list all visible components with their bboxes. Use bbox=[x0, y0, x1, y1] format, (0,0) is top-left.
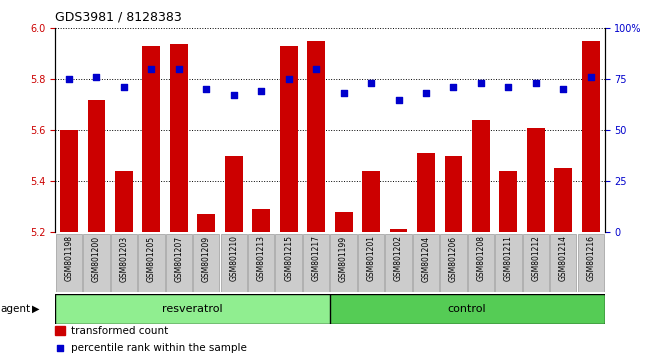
Point bbox=[558, 87, 569, 92]
Bar bbox=[170, 44, 188, 232]
Bar bbox=[111, 234, 137, 292]
Point bbox=[586, 74, 596, 80]
Text: GSM801202: GSM801202 bbox=[394, 235, 403, 281]
Text: GSM801199: GSM801199 bbox=[339, 235, 348, 281]
Text: GSM801212: GSM801212 bbox=[531, 235, 540, 281]
Bar bbox=[303, 234, 330, 292]
Bar bbox=[88, 99, 105, 232]
Bar bbox=[55, 326, 65, 335]
Bar bbox=[220, 234, 247, 292]
Bar bbox=[468, 234, 494, 292]
Point bbox=[174, 66, 184, 72]
Point bbox=[283, 76, 294, 82]
Text: GDS3981 / 8128383: GDS3981 / 8128383 bbox=[55, 11, 182, 24]
Text: GSM801210: GSM801210 bbox=[229, 235, 239, 281]
Bar bbox=[193, 234, 220, 292]
Text: GSM801204: GSM801204 bbox=[421, 235, 430, 281]
Bar bbox=[495, 234, 521, 292]
Text: resveratrol: resveratrol bbox=[162, 304, 223, 314]
Point bbox=[393, 97, 404, 102]
Bar bbox=[330, 294, 604, 324]
Bar bbox=[55, 294, 330, 324]
Point bbox=[64, 76, 74, 82]
Bar bbox=[198, 214, 215, 232]
Bar bbox=[527, 127, 545, 232]
Text: transformed count: transformed count bbox=[71, 326, 168, 336]
Bar bbox=[358, 234, 384, 292]
Bar bbox=[389, 229, 408, 232]
Bar bbox=[166, 234, 192, 292]
Point bbox=[421, 91, 431, 96]
Bar bbox=[307, 41, 325, 232]
Text: GSM801216: GSM801216 bbox=[586, 235, 595, 281]
Bar bbox=[362, 171, 380, 232]
Bar bbox=[499, 171, 517, 232]
Bar bbox=[280, 46, 298, 232]
Bar bbox=[335, 212, 352, 232]
Bar bbox=[440, 234, 467, 292]
Point bbox=[503, 85, 514, 90]
Text: GSM801207: GSM801207 bbox=[174, 235, 183, 281]
Text: GSM801213: GSM801213 bbox=[257, 235, 266, 281]
Text: GSM801205: GSM801205 bbox=[147, 235, 156, 281]
Text: ▶: ▶ bbox=[32, 304, 40, 314]
Bar bbox=[523, 234, 549, 292]
Text: control: control bbox=[448, 304, 486, 314]
Point bbox=[311, 66, 321, 72]
Point bbox=[146, 66, 157, 72]
Bar bbox=[83, 234, 110, 292]
Bar bbox=[578, 234, 604, 292]
Bar bbox=[385, 234, 411, 292]
Text: agent: agent bbox=[1, 304, 31, 314]
Text: GSM801206: GSM801206 bbox=[449, 235, 458, 281]
Text: GSM801217: GSM801217 bbox=[311, 235, 320, 281]
Text: GSM801211: GSM801211 bbox=[504, 235, 513, 281]
Bar bbox=[252, 209, 270, 232]
Text: GSM801203: GSM801203 bbox=[120, 235, 129, 281]
Bar bbox=[413, 234, 439, 292]
Point bbox=[119, 85, 129, 90]
Point bbox=[370, 264, 380, 270]
Text: GSM801215: GSM801215 bbox=[284, 235, 293, 281]
Text: GSM801209: GSM801209 bbox=[202, 235, 211, 281]
Bar bbox=[56, 234, 82, 292]
Point bbox=[256, 88, 266, 94]
Bar bbox=[550, 234, 577, 292]
Text: percentile rank within the sample: percentile rank within the sample bbox=[71, 343, 246, 353]
Bar bbox=[248, 234, 274, 292]
Text: GSM801214: GSM801214 bbox=[559, 235, 568, 281]
Bar bbox=[417, 153, 435, 232]
Bar bbox=[276, 234, 302, 292]
Bar bbox=[142, 46, 161, 232]
Bar bbox=[472, 120, 490, 232]
Point bbox=[339, 91, 349, 96]
Bar bbox=[330, 234, 357, 292]
Bar bbox=[582, 41, 600, 232]
Text: GSM801201: GSM801201 bbox=[367, 235, 376, 281]
Point bbox=[91, 74, 101, 80]
Text: GSM801208: GSM801208 bbox=[476, 235, 486, 281]
Point bbox=[366, 80, 376, 86]
Point bbox=[476, 80, 486, 86]
Point bbox=[229, 93, 239, 98]
Bar bbox=[60, 130, 78, 232]
Bar bbox=[554, 168, 572, 232]
Point bbox=[530, 80, 541, 86]
Bar bbox=[138, 234, 164, 292]
Point bbox=[448, 85, 459, 90]
Bar bbox=[445, 155, 462, 232]
Text: GSM801198: GSM801198 bbox=[64, 235, 73, 281]
Text: GSM801200: GSM801200 bbox=[92, 235, 101, 281]
Point bbox=[201, 87, 211, 92]
Bar bbox=[225, 155, 242, 232]
Bar bbox=[115, 171, 133, 232]
